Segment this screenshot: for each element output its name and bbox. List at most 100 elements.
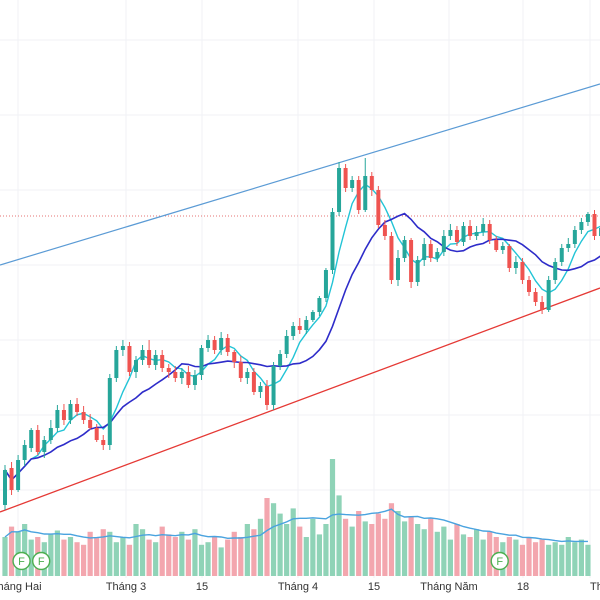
volume-bar <box>565 537 571 576</box>
candle <box>520 258 525 284</box>
candle <box>245 368 250 384</box>
candle <box>61 404 66 425</box>
candle-body <box>278 354 283 366</box>
volume-bar <box>133 524 139 576</box>
candle <box>134 356 138 378</box>
candle <box>22 440 27 466</box>
candle-body <box>284 336 289 354</box>
volume-bar <box>159 526 165 576</box>
candle-body <box>553 262 558 280</box>
candle <box>55 405 60 432</box>
candle <box>160 350 165 372</box>
candle <box>323 268 328 302</box>
candle-body <box>330 212 335 270</box>
candle-body <box>356 180 361 210</box>
volume-bar <box>94 537 100 576</box>
candle <box>487 220 492 244</box>
candle <box>389 232 394 284</box>
candle <box>75 398 80 416</box>
event-marker-circle <box>32 551 51 571</box>
volume-bar <box>487 531 493 576</box>
candle-body <box>585 214 590 222</box>
volume-bar <box>212 537 218 576</box>
volume-bar <box>552 542 558 576</box>
volume-bar <box>107 531 113 576</box>
event-marker: F <box>12 551 31 571</box>
candle <box>284 330 289 358</box>
volume-bars <box>2 459 591 576</box>
candle <box>343 164 348 192</box>
volume-bar <box>546 544 552 576</box>
candle-body <box>461 226 466 242</box>
candle-body <box>153 355 158 365</box>
candle-body <box>435 252 440 258</box>
candle-body <box>376 190 381 225</box>
candle <box>199 345 204 380</box>
candle <box>337 162 342 216</box>
volume-bar <box>382 518 388 576</box>
upper-trend-line <box>0 83 600 266</box>
volume-bar <box>421 529 427 576</box>
volume-bar <box>513 539 519 576</box>
volume-bar <box>578 539 584 576</box>
volume-bar <box>506 537 512 576</box>
volume-bar <box>401 521 408 576</box>
candle-body <box>219 338 224 350</box>
candle <box>579 218 584 234</box>
candle <box>81 406 86 424</box>
candle-body <box>127 346 132 372</box>
volume-bar <box>48 534 54 576</box>
candle-body <box>500 246 505 250</box>
volume-bar <box>519 544 526 576</box>
volume-bar <box>100 529 106 576</box>
candle <box>363 158 368 212</box>
candle-body <box>245 372 250 378</box>
candle <box>382 220 387 240</box>
candle-body <box>487 224 492 240</box>
candle <box>291 322 296 340</box>
candle <box>186 366 191 388</box>
candle <box>461 222 466 246</box>
candle <box>173 366 178 382</box>
volume-bar <box>153 542 159 576</box>
candle <box>29 428 34 452</box>
candle <box>369 172 374 196</box>
event-marker-label: F <box>496 556 503 568</box>
candle <box>409 238 414 288</box>
candle <box>494 236 499 252</box>
volume-bar <box>395 511 401 576</box>
volume-bar <box>585 544 591 576</box>
candle-body <box>238 362 243 378</box>
volume-bar <box>192 529 198 576</box>
candle <box>166 364 171 378</box>
event-marker-circle <box>490 551 509 571</box>
candle-body <box>94 428 99 440</box>
candle <box>225 334 230 356</box>
x-axis-tick-label: 15 <box>368 581 380 593</box>
candle-body <box>396 258 400 280</box>
candle <box>481 218 486 236</box>
volume-bar <box>441 526 447 576</box>
candle <box>402 236 407 262</box>
candle <box>94 424 99 442</box>
candle-body <box>481 224 486 232</box>
candle <box>127 342 132 376</box>
candle <box>258 382 263 398</box>
candle-body <box>507 246 512 268</box>
event-marker-label: F <box>38 556 45 568</box>
candle <box>212 336 217 354</box>
candle <box>271 362 276 410</box>
candle <box>179 368 184 384</box>
candle <box>376 186 381 228</box>
event-marker-label: F <box>18 556 25 568</box>
candle <box>16 455 21 492</box>
moving-averages <box>4 183 600 482</box>
volume-bar <box>270 503 277 576</box>
volume-bar <box>264 498 270 576</box>
volume-bar <box>415 524 421 576</box>
ma-slow-line <box>4 212 600 482</box>
candle <box>356 176 361 214</box>
candle-body <box>350 180 355 188</box>
